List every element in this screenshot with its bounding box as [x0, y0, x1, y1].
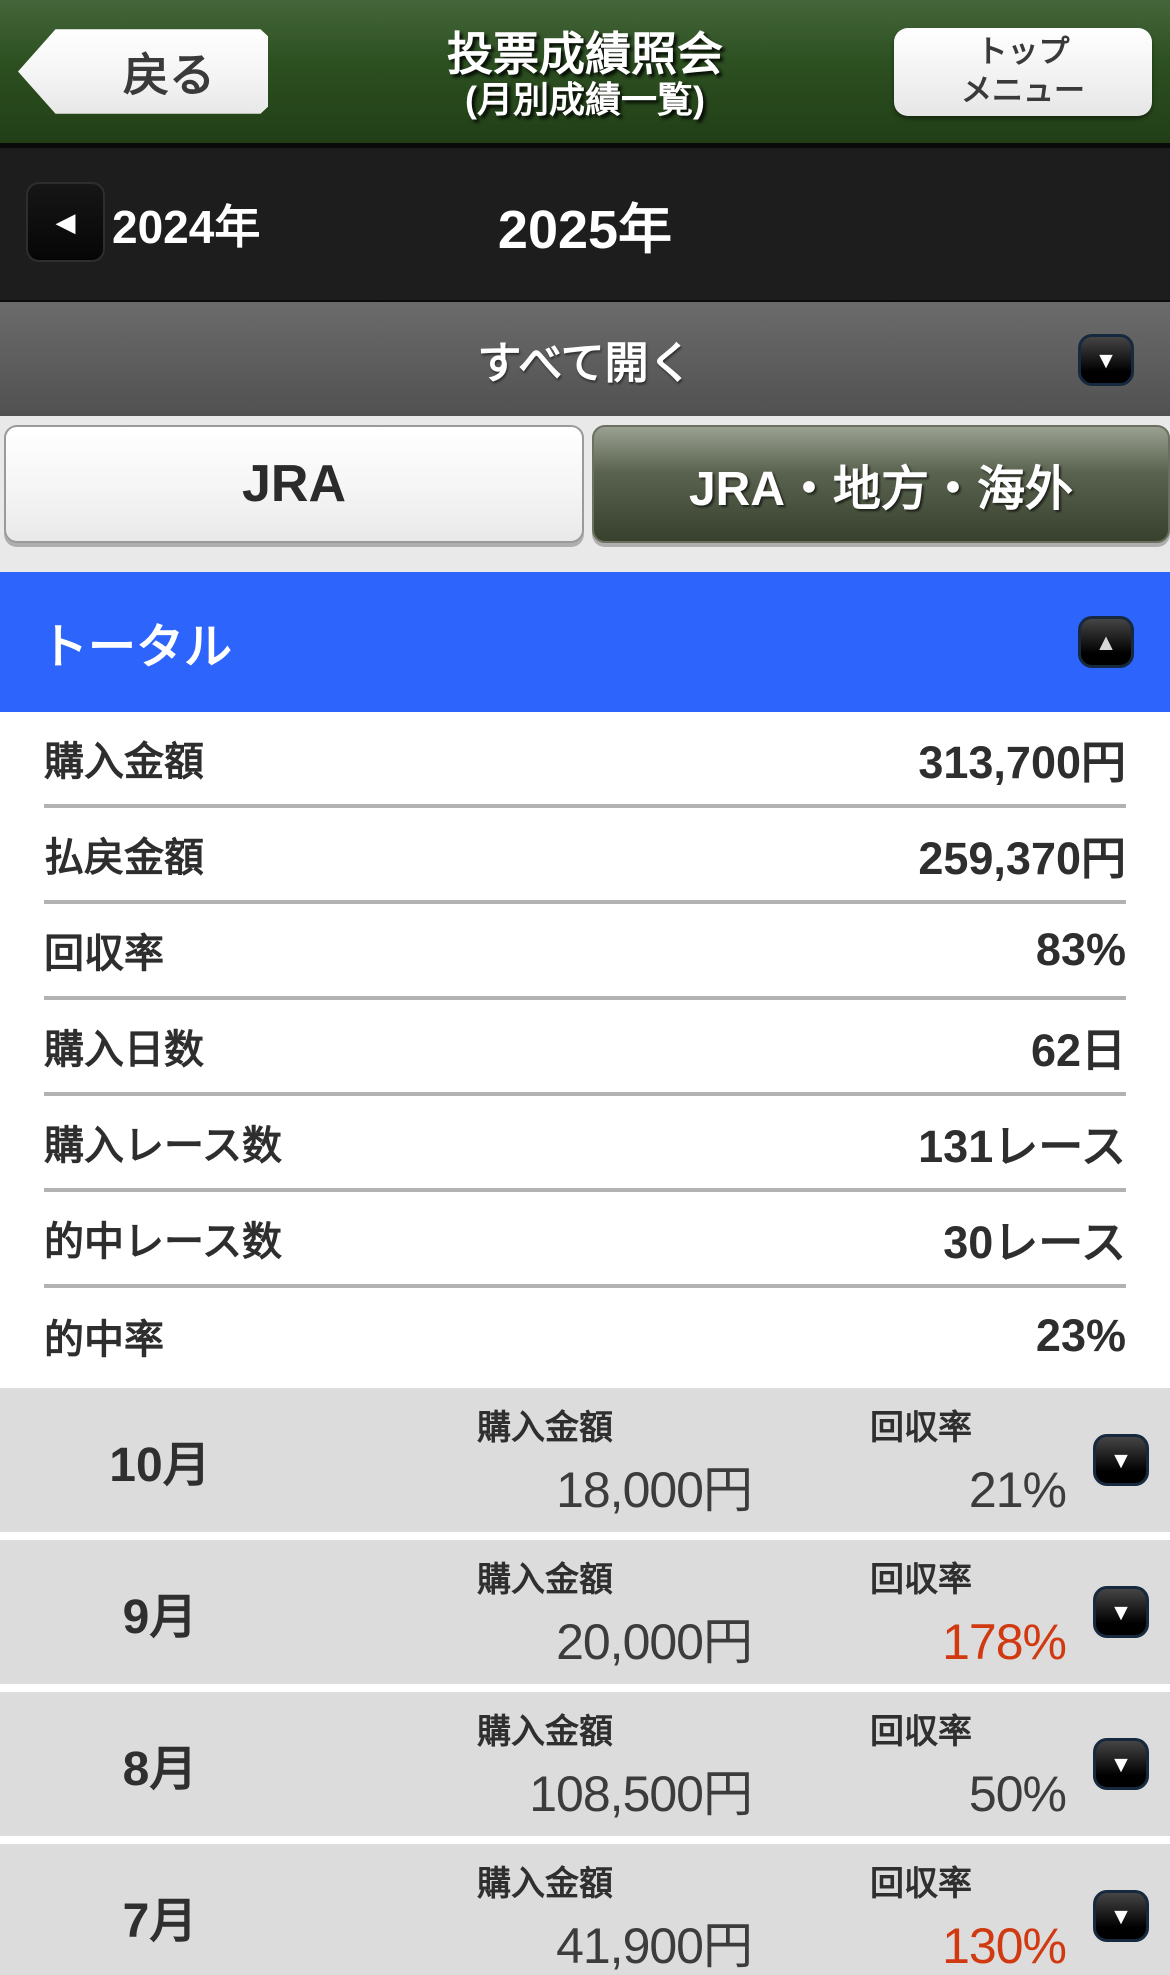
recovery-rate-header: 回収率 — [870, 1865, 972, 1903]
tab-jra-local-overseas[interactable]: JRA・地方・海外 — [592, 425, 1170, 543]
scope-tabs: JRA JRA・地方・海外 — [0, 416, 1170, 572]
up-triangle-icon: ▲ — [1094, 628, 1118, 655]
stat-row: 回収率 83% — [44, 904, 1126, 1000]
month-toggle-column: ▼ — [1072, 1844, 1170, 1975]
month-expand-button[interactable]: ▼ — [1093, 1586, 1149, 1638]
purchase-amount-header: 購入金額 — [477, 1561, 613, 1599]
down-triangle-icon: ▼ — [1109, 1750, 1133, 1777]
back-button-label: 戻る — [123, 48, 215, 101]
back-button[interactable]: 戻る — [18, 29, 268, 114]
recovery-rate-value: 50% — [968, 1766, 1067, 1822]
month-purchase-column: 購入金額 18,000円 — [320, 1388, 770, 1532]
recovery-rate-header: 回収率 — [870, 1713, 972, 1751]
stat-label: 的中率 — [44, 1318, 164, 1362]
month-expand-button[interactable]: ▼ — [1093, 1890, 1149, 1942]
purchase-amount-header: 購入金額 — [477, 1409, 613, 1447]
stat-value: 62日 — [1030, 1024, 1126, 1076]
month-row[interactable]: 10月 購入金額 18,000円 回収率 21% ▼ — [0, 1388, 1170, 1532]
stat-value: 30レース — [943, 1216, 1126, 1268]
stat-label: 購入日数 — [44, 1028, 204, 1072]
month-label: 8月 — [122, 1743, 198, 1796]
purchase-amount-header: 購入金額 — [477, 1865, 613, 1903]
down-triangle-icon: ▼ — [1109, 1598, 1133, 1625]
total-stats-list: 購入金額 313,700円 払戻金額 259,370円 回収率 83% 購入日数… — [0, 712, 1170, 1384]
month-purchase-column: 購入金額 41,900円 — [320, 1844, 770, 1975]
stat-label: 払戻金額 — [44, 836, 204, 880]
stat-label: 購入レース数 — [44, 1124, 282, 1168]
purchase-amount-value: 20,000円 — [556, 1614, 753, 1670]
month-expand-button[interactable]: ▼ — [1093, 1738, 1149, 1790]
previous-year-label: 2024年 — [112, 201, 261, 253]
left-triangle-icon: ◀ — [55, 206, 76, 237]
month-label: 10月 — [109, 1439, 211, 1492]
stat-value: 131レース — [918, 1120, 1126, 1172]
page-title: 投票成績照会 — [447, 27, 723, 80]
recovery-rate-value: 178% — [942, 1614, 1067, 1670]
month-toggle-column: ▼ — [1072, 1388, 1170, 1532]
monthly-results-list: 10月 購入金額 18,000円 回収率 21% ▼ 9月 購入金額 20,00… — [0, 1388, 1170, 1975]
month-purchase-column: 購入金額 108,500円 — [320, 1692, 770, 1836]
page-subtitle: (月別成績一覧) — [465, 78, 705, 120]
stat-row: 的中レース数 30レース — [44, 1192, 1126, 1288]
down-triangle-icon: ▼ — [1094, 346, 1118, 373]
total-section-header[interactable]: トータル ▲ — [0, 572, 1170, 712]
tab-jra[interactable]: JRA — [4, 425, 584, 543]
purchase-amount-value: 41,900円 — [556, 1918, 753, 1974]
recovery-rate-header: 回収率 — [870, 1561, 972, 1599]
stat-value: 23% — [1035, 1310, 1126, 1361]
previous-year-button[interactable]: ◀ — [26, 182, 105, 262]
recovery-rate-value: 21% — [968, 1462, 1067, 1518]
month-toggle-column: ▼ — [1072, 1692, 1170, 1836]
month-recovery-column: 回収率 178% — [770, 1540, 1072, 1684]
month-row[interactable]: 8月 購入金額 108,500円 回収率 50% ▼ — [0, 1692, 1170, 1836]
stat-label: 回収率 — [44, 932, 164, 976]
total-collapse-button[interactable]: ▲ — [1078, 616, 1134, 668]
recovery-rate-header: 回収率 — [870, 1409, 972, 1447]
recovery-rate-value: 130% — [942, 1918, 1067, 1974]
stat-value: 259,370円 — [918, 832, 1126, 884]
stat-row: 購入日数 62日 — [44, 1000, 1126, 1096]
year-selector: ◀ 2024年 2025年 — [0, 148, 1170, 300]
expand-all-bar[interactable]: すべて開く ▼ — [0, 300, 1170, 416]
total-section-title: トータル — [40, 621, 233, 674]
stat-row: 的中率 23% — [44, 1288, 1126, 1384]
expand-all-label: すべて開く — [477, 339, 693, 388]
stat-label: 的中レース数 — [44, 1220, 282, 1264]
stat-value: 83% — [1035, 924, 1126, 975]
stat-label: 購入金額 — [44, 740, 204, 784]
month-recovery-column: 回収率 50% — [770, 1692, 1072, 1836]
stat-row: 払戻金額 259,370円 — [44, 808, 1126, 904]
stat-row: 購入金額 313,700円 — [44, 712, 1126, 808]
month-label: 7月 — [122, 1895, 198, 1948]
current-year-label: 2025年 — [497, 199, 673, 260]
purchase-amount-value: 108,500円 — [529, 1766, 753, 1822]
stat-value: 313,700円 — [918, 736, 1126, 788]
month-recovery-column: 回収率 130% — [770, 1844, 1072, 1975]
purchase-amount-value: 18,000円 — [556, 1462, 753, 1518]
top-menu-button[interactable]: トップ メニュー — [894, 27, 1152, 116]
month-recovery-column: 回収率 21% — [770, 1388, 1072, 1532]
month-row[interactable]: 9月 購入金額 20,000円 回収率 178% ▼ — [0, 1540, 1170, 1684]
header: 戻る 投票成績照会 (月別成績一覧) トップ メニュー — [0, 0, 1170, 148]
month-expand-button[interactable]: ▼ — [1093, 1434, 1149, 1486]
month-label: 9月 — [122, 1591, 198, 1644]
month-purchase-column: 購入金額 20,000円 — [320, 1540, 770, 1684]
month-toggle-column: ▼ — [1072, 1540, 1170, 1684]
expand-all-button[interactable]: ▼ — [1078, 334, 1134, 386]
down-triangle-icon: ▼ — [1109, 1446, 1133, 1473]
month-row[interactable]: 7月 購入金額 41,900円 回収率 130% ▼ — [0, 1844, 1170, 1975]
down-triangle-icon: ▼ — [1109, 1902, 1133, 1929]
stat-row: 購入レース数 131レース — [44, 1096, 1126, 1192]
purchase-amount-header: 購入金額 — [477, 1713, 613, 1751]
